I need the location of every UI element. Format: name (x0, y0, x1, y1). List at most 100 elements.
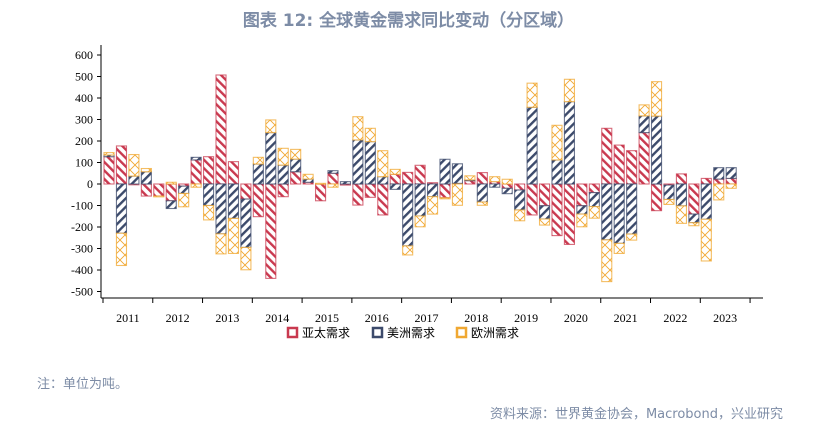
bar-2023Q3-1 (725, 167, 737, 179)
bar-2012Q2-2 (165, 181, 177, 185)
bar-2017Q4-0 (439, 183, 451, 199)
legend-swatch-2 (455, 326, 468, 339)
bar-2014Q1-0 (252, 183, 264, 218)
bar-2017Q4-1 (439, 158, 451, 185)
bar-2021Q2-2 (613, 242, 625, 254)
bar-2011Q1-2 (103, 152, 115, 156)
bar-2013Q4-2 (240, 246, 252, 271)
bar-2011Q2-2 (115, 232, 128, 267)
bar-2017Q2-2 (414, 215, 426, 228)
y-tick-label: -100 (71, 199, 93, 213)
legend-label-0: 亚太需求 (302, 325, 350, 340)
bar-2019Q3-0 (526, 183, 538, 216)
bar-2019Q1-2 (501, 178, 513, 185)
bar-2017Q1-0 (402, 171, 414, 185)
legend-swatch-1 (371, 326, 384, 339)
y-tick-label: 100 (75, 156, 93, 170)
bar-2020Q4-2 (588, 206, 600, 219)
bar-2020Q3-2 (576, 213, 588, 228)
bar-2011Q4-0 (140, 183, 152, 197)
bar-2018Q3-2 (476, 201, 488, 206)
bar-2020Q2-1 (563, 101, 576, 185)
bar-2011Q3-2 (128, 153, 140, 177)
y-tick-label: 200 (75, 134, 93, 148)
bar-2014Q2-0 (265, 183, 277, 279)
bar-2022Q1-0 (650, 183, 663, 212)
bar-2014Q4-2 (290, 148, 302, 160)
bar-2023Q1-1 (700, 183, 712, 220)
bar-2014Q1-1 (252, 163, 264, 185)
bar-2011Q2-0 (115, 145, 128, 185)
legend-label-1: 美洲需求 (387, 326, 435, 340)
bar-2019Q1-1 (501, 187, 513, 195)
bar-2017Q1-2 (402, 245, 414, 256)
bar-2016Q2-1 (364, 141, 376, 185)
x-tick-label: 2018 (464, 311, 488, 325)
bar-2017Q3-2 (426, 196, 439, 215)
bar-2011Q4-2 (140, 167, 152, 173)
bar-2021Q4-1 (638, 115, 650, 134)
bar-2020Q2-2 (563, 78, 576, 103)
bar-2016Q2-2 (364, 127, 376, 143)
bar-2023Q3-0 (725, 177, 737, 185)
x-tick-label: 2020 (564, 311, 588, 325)
bar-2013Q2-2 (215, 233, 227, 255)
bar-2021Q1-2 (601, 239, 613, 283)
bar-2016Q4-0 (389, 173, 401, 185)
bar-2014Q4-1 (290, 158, 302, 173)
bar-2013Q2-1 (215, 183, 227, 235)
bar-2018Q4-1 (489, 183, 501, 188)
bar-2018Q1-1 (451, 163, 464, 184)
bar-2018Q3-0 (476, 172, 488, 185)
bar-2017Q4-2 (439, 197, 451, 200)
bar-2016Q1-0 (352, 183, 364, 206)
bar-2020Q4-1 (588, 192, 600, 208)
y-tick-label: -500 (71, 285, 93, 299)
bar-2012Q3-1 (178, 185, 190, 195)
bar-2014Q2-2 (265, 119, 277, 134)
bar-2013Q1-2 (202, 204, 215, 221)
bar-2016Q3-2 (377, 150, 389, 178)
x-tick-label: 2023 (713, 311, 737, 325)
bar-2020Q2-0 (563, 183, 576, 245)
bar-2018Q2-2 (464, 175, 476, 181)
note: 注：单位为吨。 (37, 377, 129, 392)
x-tick-label: 2014 (265, 311, 289, 325)
bar-2019Q2-2 (514, 209, 526, 222)
bar-2018Q4-2 (489, 176, 501, 183)
bar-2020Q3-1 (576, 205, 588, 215)
bar-2017Q2-1 (414, 183, 426, 217)
bar-2020Q1-0 (551, 183, 563, 237)
bar-2021Q3-0 (626, 150, 638, 185)
bar-2017Q3-1 (426, 183, 439, 198)
y-tick-label: 0 (87, 177, 93, 191)
bar-2019Q4-2 (538, 218, 551, 226)
bar-2012Q3-2 (178, 192, 190, 208)
y-tick-label: 400 (75, 91, 93, 105)
y-tick-label: -200 (71, 220, 93, 234)
bar-2016Q1-2 (352, 116, 364, 141)
bar-2016Q4-1 (389, 183, 401, 190)
bar-2013Q4-0 (240, 183, 252, 200)
bar-2018Q1-2 (451, 183, 464, 206)
bar-2012Q1-0 (153, 183, 165, 197)
legend-label-2: 欧洲需求 (471, 326, 519, 340)
bar-2019Q1-0 (501, 183, 513, 189)
x-tick-label: 2015 (315, 311, 339, 325)
y-tick-label: 600 (75, 48, 93, 62)
bar-2021Q2-0 (613, 144, 625, 185)
bar-2020Q3-0 (576, 183, 588, 207)
bar-2014Q3-2 (277, 147, 289, 166)
bar-2023Q2-1 (713, 167, 725, 180)
bar-2014Q1-2 (252, 156, 264, 165)
bar-2021Q4-0 (638, 132, 650, 185)
bar-2011Q1-0 (103, 156, 115, 185)
y-tick-label: 500 (75, 70, 93, 84)
bar-2022Q3-0 (675, 173, 687, 185)
bar-2015Q2-0 (314, 183, 327, 202)
bar-2017Q1-1 (402, 183, 414, 247)
bar-2016Q2-0 (364, 183, 376, 198)
bar-2020Q4-0 (588, 183, 600, 194)
bar-2015Q3-1 (327, 170, 339, 174)
